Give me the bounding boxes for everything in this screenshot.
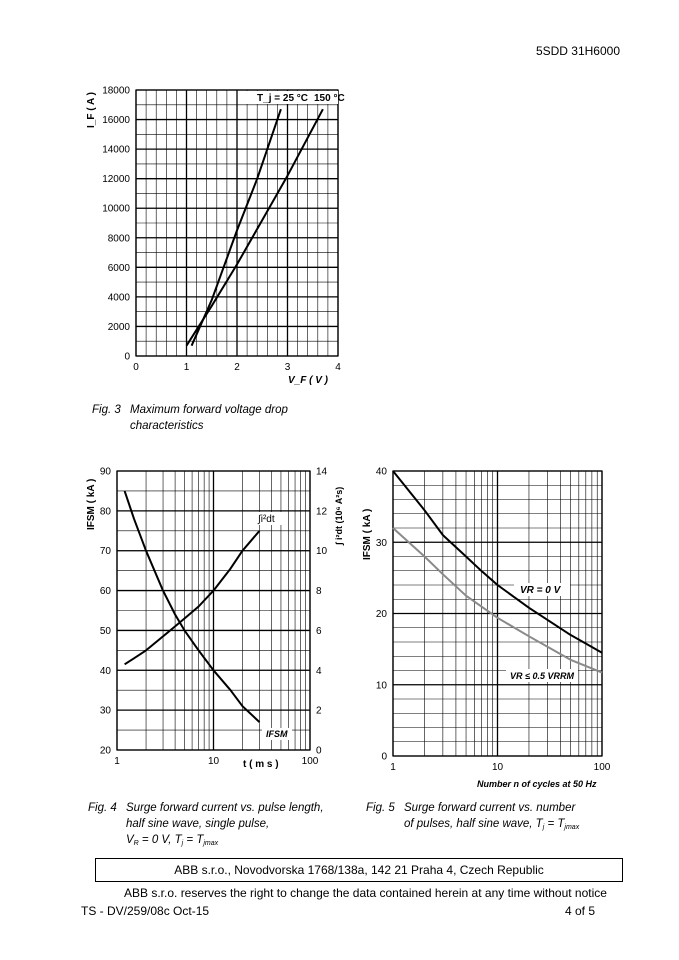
x-tick-label: 3 <box>285 362 291 373</box>
series-label-i2dt: ∫i²dt <box>257 514 275 525</box>
x-tick-label: 4 <box>335 362 341 373</box>
y-tick-label: 10 <box>376 680 388 691</box>
fig3-caption-line1: Maximum forward voltage drop <box>130 404 288 416</box>
y-tick-label: 90 <box>100 467 112 478</box>
y-tick-label: 80 <box>100 506 112 517</box>
x-tick-label: 0 <box>133 362 139 373</box>
y-tick-label: 60 <box>100 586 112 597</box>
label-bg <box>256 512 286 525</box>
y2-tick-label: 4 <box>316 666 322 677</box>
y2-axis-label: ∫ i²dt (10⁶ A²s) <box>334 487 344 546</box>
fig4-caption-line1: Surge forward current vs. pulse length, <box>126 802 324 814</box>
x-axis-label: Number n of cycles at 50 Hz <box>477 779 597 789</box>
y-tick-label: 4000 <box>108 292 131 303</box>
fig4-label: Fig. 4 <box>88 802 117 814</box>
x-tick-label: 100 <box>302 756 319 767</box>
y-axis-label: IFSM ( kA ) <box>86 479 97 530</box>
x-axis-label: t ( m s ) <box>243 759 279 770</box>
series-line-1 <box>185 108 324 347</box>
fig3-label: Fig. 3 <box>92 404 121 416</box>
page-number: 4 of 5 <box>565 904 596 918</box>
fig4-caption-line3: VR = 0 V, Tj = Tjmax <box>126 834 219 847</box>
x-tick-label: 100 <box>594 762 611 773</box>
disclaimer: ABB s.r.o. reserves the right to change … <box>124 886 607 900</box>
y2-tick-label: 2 <box>316 706 322 717</box>
y-tick-label: 40 <box>100 666 112 677</box>
fig4-caption-line2: half sine wave, single pulse, <box>126 818 270 830</box>
x-tick-label: 1 <box>184 362 190 373</box>
label-bg <box>506 669 578 682</box>
y-tick-label: 14000 <box>102 145 130 156</box>
series-label-vr05: VR ≤ 0.5 VRRM <box>510 671 574 681</box>
label-bg <box>514 583 570 596</box>
y2-tick-label: 6 <box>316 626 322 637</box>
y-tick-label: 30 <box>376 538 388 549</box>
company-address-box: ABB s.r.o., Novodvorska 1768/138a, 142 2… <box>95 858 623 882</box>
x-tick-label: 1 <box>390 762 396 773</box>
y-tick-label: 70 <box>100 546 112 557</box>
x-tick-label: 2 <box>234 362 240 373</box>
y2-tick-label: 10 <box>316 546 328 557</box>
y-tick-label: 20 <box>100 746 112 757</box>
y-tick-label: 40 <box>376 467 388 478</box>
y-tick-label: 10000 <box>102 204 130 215</box>
series-line-1 <box>392 527 603 674</box>
legend-bg <box>240 91 310 104</box>
y-tick-label: 50 <box>100 626 112 637</box>
document-reference: TS - DV/259/08c Oct-15 <box>81 904 210 918</box>
fig3-caption-line2: characteristics <box>130 420 204 432</box>
plot-frame <box>135 89 339 357</box>
fig3-caption: Fig. 3 Maximum forward voltage drop chara… <box>92 402 288 434</box>
y-tick-label: 8000 <box>108 233 131 244</box>
y2-tick-label: 0 <box>316 746 322 757</box>
fig5-caption-line1: Surge forward current vs. number <box>404 802 576 814</box>
series-line-1 <box>124 530 261 666</box>
plot-frame <box>116 470 311 751</box>
x-axis-label: V_F ( V ) <box>288 375 329 386</box>
y-tick-label: 16000 <box>102 115 130 126</box>
label-bg <box>262 728 292 740</box>
y-tick-label: 0 <box>124 352 130 363</box>
y-tick-label: 12000 <box>102 174 130 185</box>
legend-150c: 150 °C <box>314 93 345 104</box>
document-id: 5SDD 31H6000 <box>535 44 620 58</box>
y-tick-label: 20 <box>376 609 388 620</box>
y2-tick-label: 14 <box>316 467 328 478</box>
series-line-0 <box>123 490 261 723</box>
legend-bg <box>312 91 338 104</box>
series-line-0 <box>392 470 603 654</box>
y2-tick-label: 12 <box>316 506 328 517</box>
fig5-caption-line2: of pulses, half sine wave, Tj = Tjmax <box>404 818 580 831</box>
y-tick-label: 30 <box>100 706 112 717</box>
y-tick-label: 6000 <box>108 263 131 274</box>
y2-tick-label: 8 <box>316 586 322 597</box>
y-tick-label: 2000 <box>108 322 131 333</box>
x-tick-label: 10 <box>492 762 504 773</box>
fig5-label: Fig. 5 <box>366 802 395 814</box>
y-tick-label: 18000 <box>102 86 130 97</box>
series-label-ifsm: IFSM <box>266 729 288 739</box>
plot-frame <box>392 470 603 757</box>
y-axis-label: IFSM ( kA ) <box>362 509 373 560</box>
legend-25c: T_j = 25 °C <box>257 93 308 104</box>
x-tick-label: 10 <box>208 756 220 767</box>
y-tick-label: 0 <box>381 752 387 763</box>
x-tick-label: 1 <box>114 756 120 767</box>
y-axis-label: I_F ( A ) <box>86 92 97 128</box>
series-label-vr0: VR = 0 V <box>520 585 562 596</box>
fig5-caption: Fig. 5 Surge forward current vs. number o… <box>366 800 579 836</box>
fig4-caption: Fig. 4 Surge forward current vs. pulse le… <box>88 800 324 852</box>
